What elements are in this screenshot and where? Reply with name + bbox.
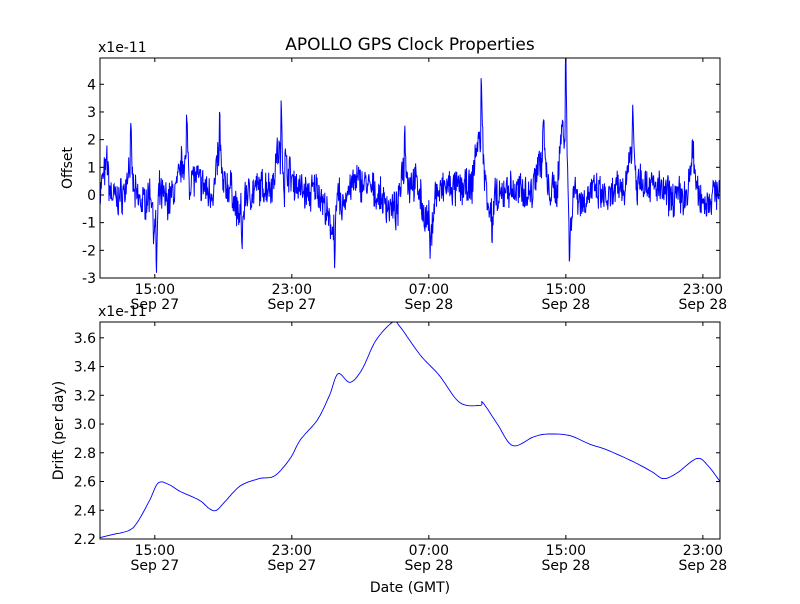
chart-title: APOLLO GPS Clock Properties: [285, 35, 535, 55]
x-tick-date-label: Sep 27: [130, 558, 179, 574]
y-tick-label: 3.4: [74, 360, 96, 376]
x-tick-date-label: Sep 28: [542, 558, 591, 574]
x-tick-date-label: Sep 28: [679, 297, 728, 313]
x-tick-time-label: 07:00: [409, 282, 449, 298]
x-tick-time-label: 15:00: [135, 543, 175, 559]
y-axis-label: Drift (per day): [51, 381, 67, 480]
y-tick-label: 4: [87, 77, 96, 93]
x-tick-time-label: 23:00: [272, 543, 312, 559]
x-tick-time-label: 15:00: [135, 282, 175, 298]
x-tick-time-label: 23:00: [683, 543, 723, 559]
y-multiplier-label: x1e-11: [98, 40, 147, 56]
y-tick-label: 3.0: [74, 417, 96, 433]
y-tick-label: -2: [82, 243, 96, 259]
x-tick-time-label: 15:00: [546, 282, 586, 298]
x-tick-date-label: Sep 28: [405, 558, 454, 574]
y-tick-label: 3.2: [74, 388, 96, 404]
y-tick-label: 1: [87, 160, 96, 176]
x-tick-time-label: 07:00: [409, 543, 449, 559]
x-tick-time-label: 23:00: [683, 282, 723, 298]
x-tick-time-label: 15:00: [546, 543, 586, 559]
y-tick-label: 2.2: [74, 532, 96, 548]
y-tick-label: 2: [87, 133, 96, 149]
y-tick-label: 2.4: [74, 503, 96, 519]
x-tick-date-label: Sep 28: [405, 297, 454, 313]
y-axis-label: Offset: [60, 146, 76, 189]
x-tick-date-label: Sep 27: [267, 558, 316, 574]
x-tick-date-label: Sep 27: [267, 297, 316, 313]
y-multiplier-label: x1e-11: [98, 304, 147, 320]
x-tick-date-label: Sep 27: [130, 297, 179, 313]
y-tick-label: -3: [82, 271, 96, 287]
x-tick-time-label: 23:00: [272, 282, 312, 298]
y-tick-label: 3: [87, 105, 96, 121]
x-tick-date-label: Sep 28: [542, 297, 591, 313]
y-tick-label: 0: [87, 188, 96, 204]
y-tick-label: 2.8: [74, 446, 96, 462]
offset-series-line: [100, 58, 720, 273]
x-axis-label: Date (GMT): [370, 580, 450, 596]
axes-frame: [99, 321, 721, 540]
y-tick-label: -1: [82, 216, 96, 232]
drift-series-line: [100, 322, 720, 539]
y-tick-label: 2.6: [74, 475, 96, 491]
y-tick-label: 3.6: [74, 331, 96, 347]
axes-frame: [99, 57, 721, 279]
x-tick-date-label: Sep 28: [679, 558, 728, 574]
